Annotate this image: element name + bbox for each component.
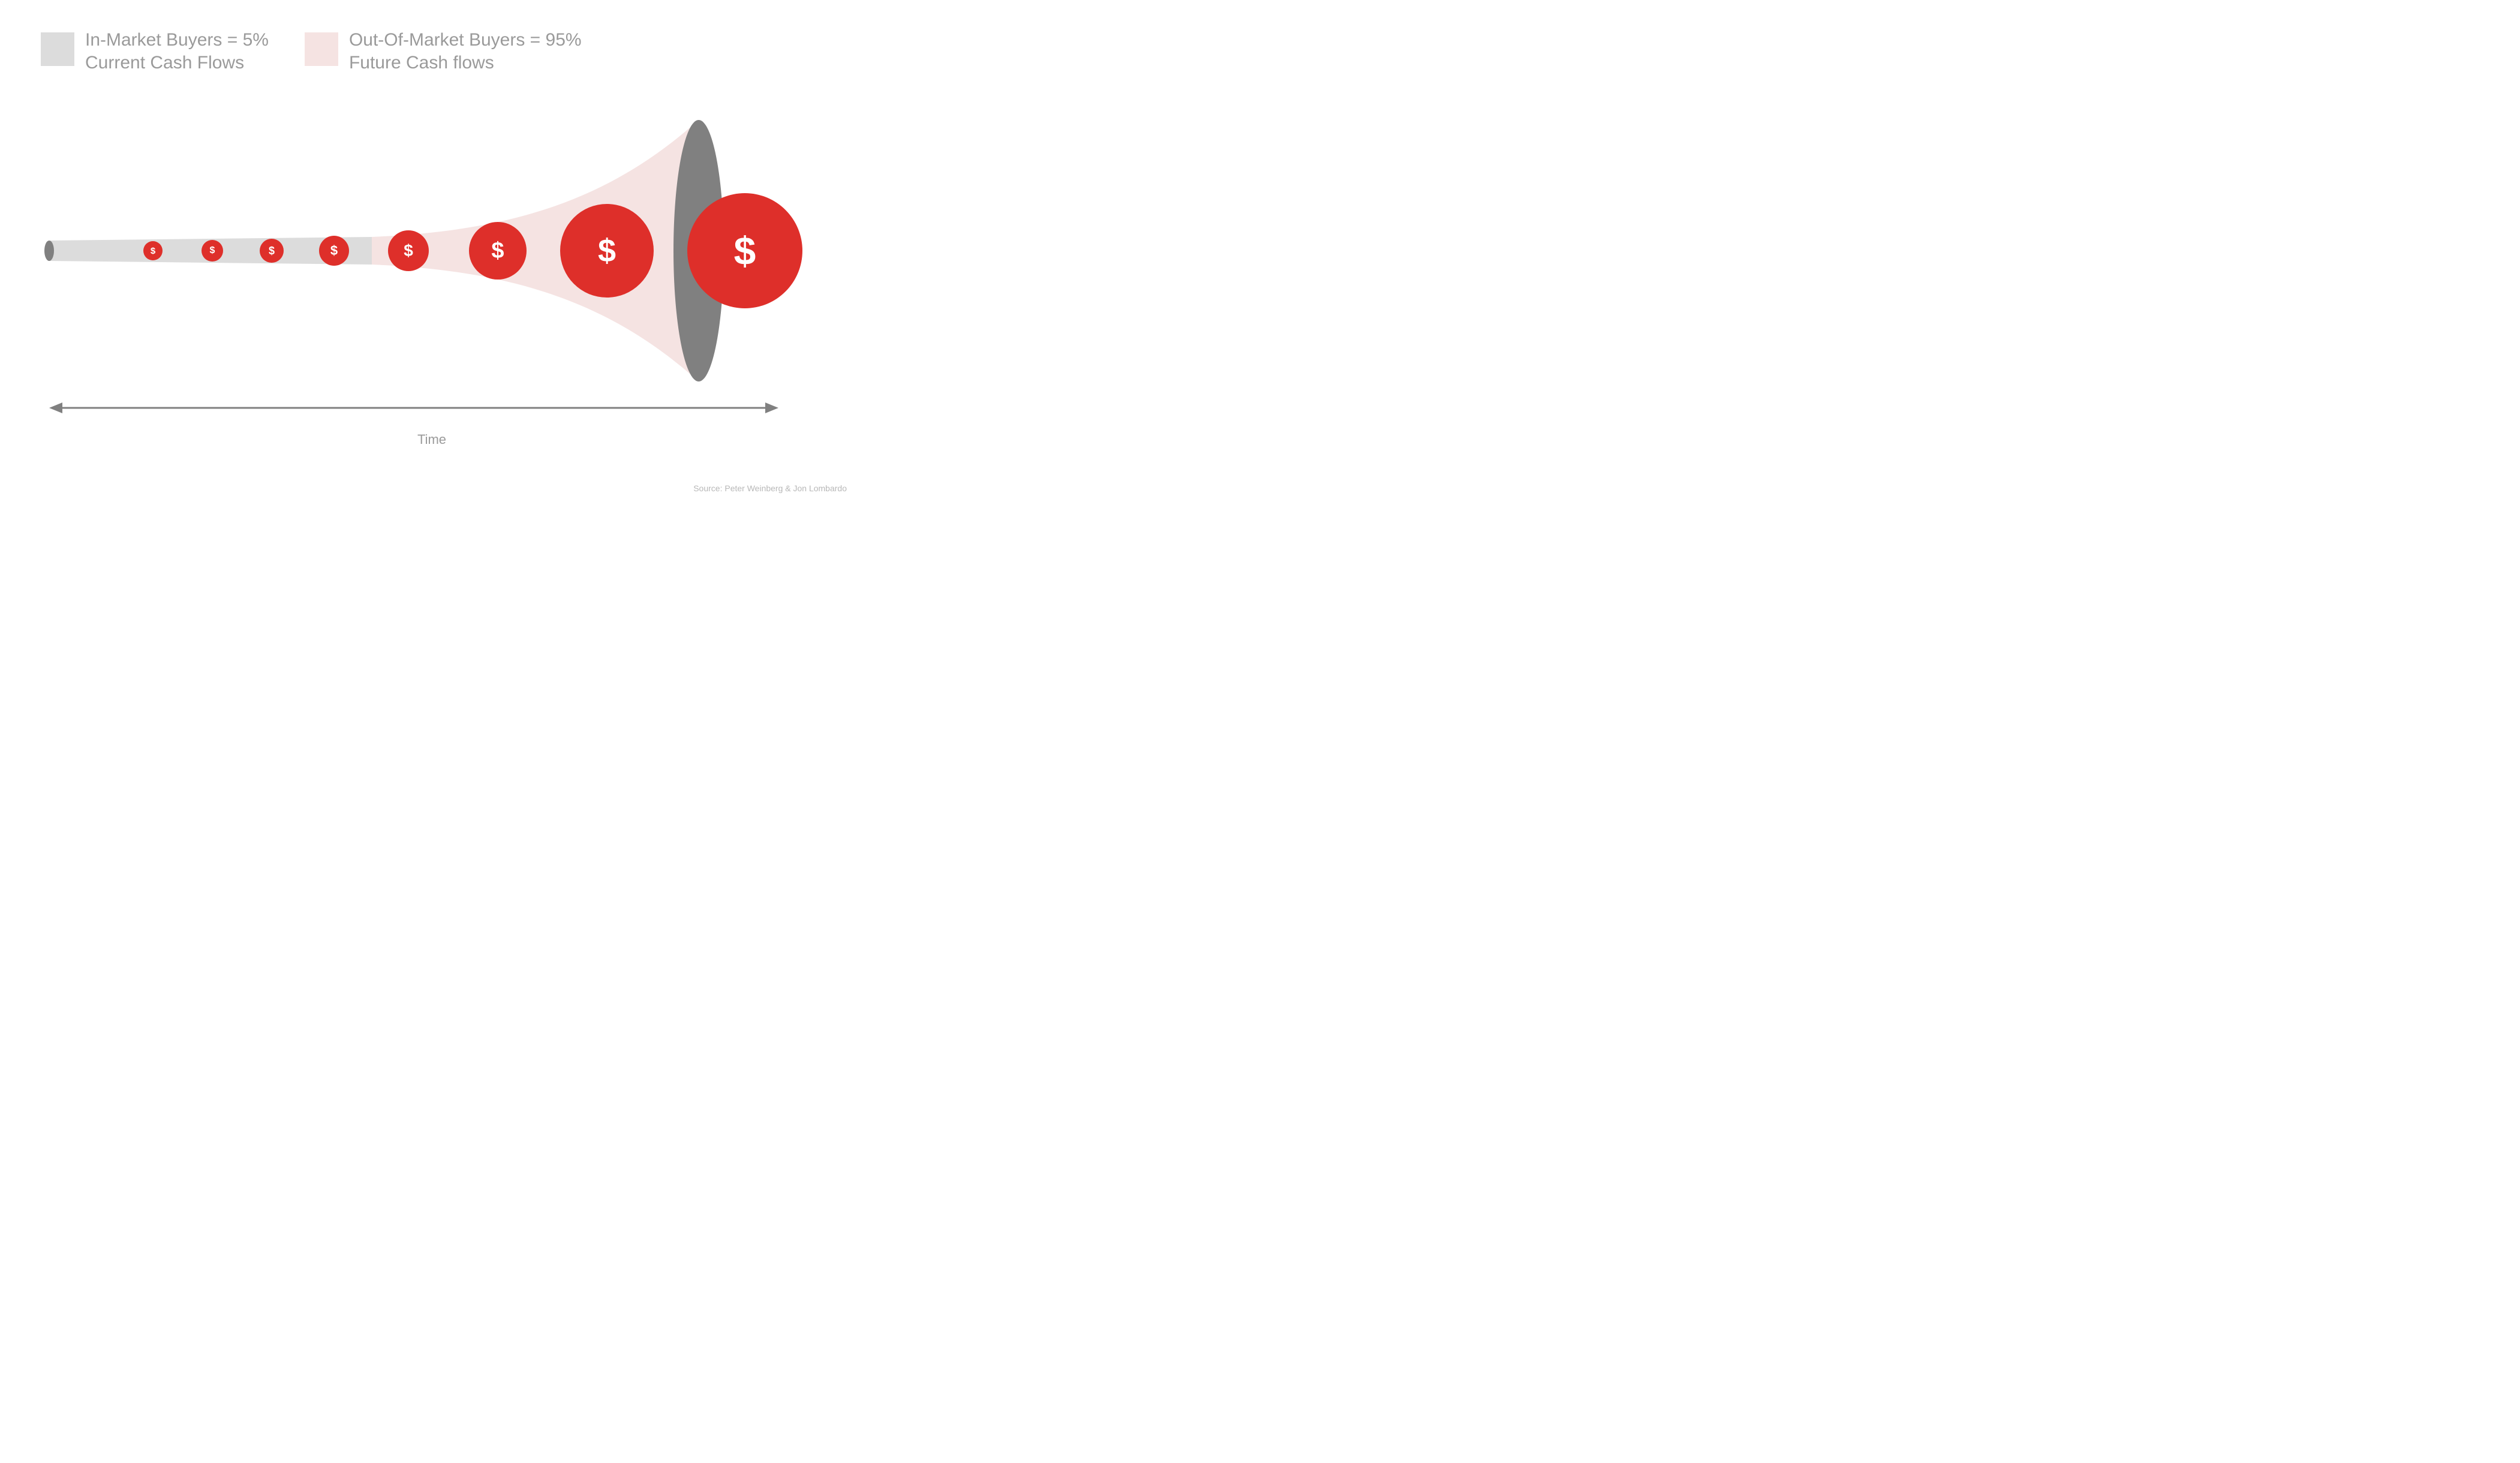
funnel-chart: $ $ $ $ $ $ $ $ (36, 96, 828, 420)
legend: In-Market Buyers = 5% Current Cash Flows… (41, 29, 582, 74)
dollar-circle-2: $ (202, 240, 223, 262)
legend-text-right: Out-Of-Market Buyers = 95% Future Cash f… (349, 29, 582, 74)
dollar-circles-layer: $ $ $ $ $ $ $ $ (36, 96, 828, 420)
dollar-circle-8: $ (687, 193, 802, 308)
source-attribution: Source: Peter Weinberg & Jon Lombardo (693, 483, 847, 493)
dollar-circle-6: $ (469, 222, 527, 280)
dollar-circle-4: $ (319, 236, 349, 266)
legend-left-line1: In-Market Buyers = 5% (85, 29, 269, 52)
legend-item-in-market: In-Market Buyers = 5% Current Cash Flows (41, 29, 269, 74)
legend-swatch-pink (305, 32, 338, 66)
dollar-circle-7: $ (560, 204, 654, 298)
legend-right-line2: Future Cash flows (349, 52, 582, 74)
dollar-circle-3: $ (260, 239, 284, 263)
legend-item-out-of-market: Out-Of-Market Buyers = 95% Future Cash f… (305, 29, 582, 74)
legend-left-line2: Current Cash Flows (85, 52, 269, 74)
dollar-circle-5: $ (388, 230, 429, 271)
axis-label-time: Time (0, 432, 864, 482)
legend-text-left: In-Market Buyers = 5% Current Cash Flows (85, 29, 269, 74)
legend-swatch-gray (41, 32, 74, 66)
legend-right-line1: Out-Of-Market Buyers = 95% (349, 29, 582, 52)
dollar-circle-1: $ (143, 241, 163, 260)
